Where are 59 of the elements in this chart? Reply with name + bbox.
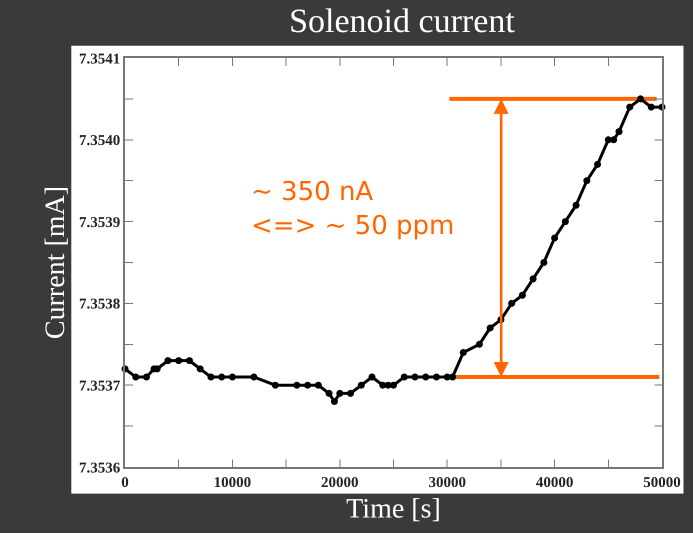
x-tick-label: 30000 (428, 474, 466, 491)
point (562, 218, 569, 226)
point (186, 357, 193, 364)
x-tick-label: 10000 (214, 474, 252, 491)
point (304, 382, 312, 389)
point (228, 374, 236, 381)
point (476, 340, 483, 348)
point (336, 390, 344, 397)
point (330, 398, 338, 406)
x-tick-label: 50000 (643, 474, 681, 491)
point (616, 128, 623, 136)
point (368, 374, 376, 381)
y-tick-label: 7.3536 (79, 460, 121, 476)
point (626, 104, 634, 111)
point (175, 357, 182, 364)
point (272, 382, 279, 389)
point (449, 374, 456, 381)
point (142, 374, 150, 381)
point (400, 374, 408, 381)
annotation: ~ 350 nA <=> ~ 50 ppm (251, 177, 454, 241)
point (530, 275, 537, 282)
point (486, 324, 494, 332)
y-tick-label: 7.3539 (79, 214, 120, 231)
y-axis-title: Current [mA] (40, 186, 72, 340)
point (583, 177, 590, 184)
y-tick-label: 7.3541 (79, 51, 120, 68)
point (508, 300, 516, 307)
point (314, 382, 322, 389)
point (594, 160, 602, 168)
point (207, 374, 214, 381)
point (132, 374, 140, 381)
point (610, 136, 618, 144)
point (518, 292, 526, 299)
point (432, 374, 440, 381)
point (637, 95, 644, 102)
point (164, 357, 172, 364)
x-tick-label: 40000 (536, 474, 574, 491)
y-tick-label: 7.3538 (79, 296, 120, 313)
point (326, 390, 333, 397)
point (551, 234, 558, 242)
point (422, 374, 430, 381)
y-tick-label: 7.3537 (79, 378, 121, 394)
point (293, 382, 300, 389)
x-tick-label: 0 (121, 474, 129, 491)
point (460, 348, 467, 356)
x-tick-label: 20000 (321, 474, 359, 491)
point (572, 202, 580, 209)
point (648, 104, 655, 111)
y-tick-label: 7.3540 (79, 133, 120, 150)
point (390, 382, 397, 389)
point (250, 374, 258, 381)
point (347, 390, 354, 397)
chart-title: Solenoid current (289, 2, 516, 40)
point (218, 374, 226, 381)
point (358, 382, 365, 389)
point (540, 259, 548, 266)
point (411, 374, 418, 381)
x-axis-title: Time [s] (346, 493, 441, 524)
point (196, 365, 204, 372)
